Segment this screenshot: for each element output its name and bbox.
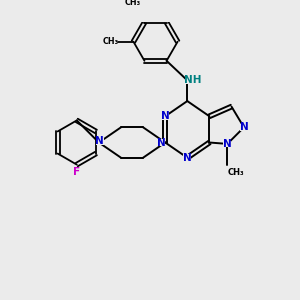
FancyBboxPatch shape: [240, 124, 248, 130]
Text: F: F: [73, 167, 80, 176]
Text: N: N: [183, 153, 192, 163]
FancyBboxPatch shape: [161, 113, 169, 120]
Text: N: N: [95, 136, 104, 146]
FancyBboxPatch shape: [157, 139, 165, 146]
FancyBboxPatch shape: [74, 167, 80, 173]
Text: CH₃: CH₃: [227, 168, 244, 177]
FancyBboxPatch shape: [96, 138, 104, 145]
Text: N: N: [161, 111, 170, 121]
Text: CH₃: CH₃: [102, 37, 119, 46]
FancyBboxPatch shape: [186, 77, 199, 84]
Text: CH₃: CH₃: [125, 0, 141, 7]
Text: NH: NH: [184, 75, 201, 85]
Text: N: N: [240, 122, 248, 132]
FancyBboxPatch shape: [224, 141, 231, 147]
FancyBboxPatch shape: [183, 154, 191, 161]
Text: N: N: [157, 137, 165, 148]
Text: N: N: [223, 139, 232, 149]
